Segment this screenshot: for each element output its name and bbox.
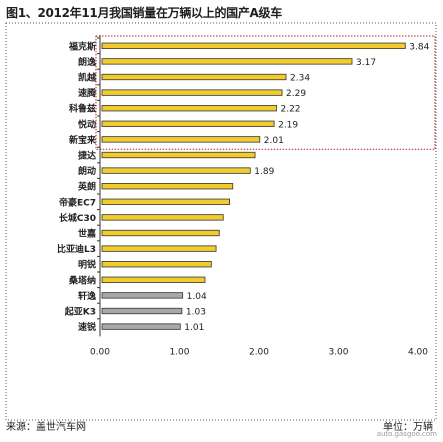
category-label: 世嘉 — [78, 228, 96, 240]
value-label: 1.03 — [186, 308, 206, 318]
value-label: 2.22 — [280, 105, 300, 115]
bar — [101, 261, 212, 268]
category-label: 科鲁兹 — [69, 103, 96, 115]
unit-note: 单位：万辆 — [383, 422, 433, 433]
value-label: 2.01 — [264, 136, 284, 146]
bar — [101, 136, 261, 143]
chart-border — [5, 22, 437, 421]
category-label: 轩逸 — [78, 290, 96, 302]
value-label: 1.04 — [187, 292, 207, 302]
category-label: 悦动 — [78, 118, 96, 130]
value-label: 3.84 — [409, 42, 429, 52]
bar — [101, 151, 256, 159]
bar — [101, 323, 181, 330]
bar — [101, 214, 224, 221]
bar — [101, 42, 406, 49]
bar — [101, 167, 251, 174]
category-label: 长城C30 — [59, 212, 96, 224]
category-label: 明锐 — [78, 259, 96, 271]
category-label: 捷达 — [78, 150, 96, 162]
watermark: auto.gasgoo.com — [376, 430, 437, 438]
value-label: 3.17 — [356, 58, 376, 68]
bar — [101, 183, 234, 190]
category-label: 凯越 — [78, 72, 97, 84]
bar — [101, 276, 206, 283]
category-label: 速锐 — [78, 321, 96, 333]
bar — [101, 292, 184, 299]
category-label: 朗动 — [78, 165, 96, 177]
value-label: 2.34 — [290, 74, 310, 84]
x-tick-label: 2.00 — [249, 347, 269, 357]
source-note: 来源：盖世汽车网 — [6, 422, 86, 433]
bar — [101, 73, 287, 81]
highlight-box — [95, 35, 436, 150]
category-label: 朗逸 — [78, 56, 96, 68]
x-tick-label: 1.00 — [169, 347, 189, 357]
bar — [101, 245, 217, 252]
category-label: 速腾 — [78, 87, 97, 99]
chart-title: 图1、2012年11月我国销量在万辆以上的国产A级车 — [6, 6, 282, 20]
value-label: 2.29 — [286, 89, 306, 99]
category-label: 福克斯 — [68, 40, 96, 52]
bar — [101, 229, 220, 237]
x-tick-label: 3.00 — [328, 347, 348, 357]
category-label: 英朗 — [77, 181, 96, 193]
x-tick-label: 4.00 — [408, 347, 428, 357]
value-label: 2.19 — [278, 120, 298, 130]
bar — [101, 89, 283, 96]
bar — [101, 58, 353, 65]
category-label: 比亚迪L3 — [57, 243, 96, 255]
bar — [101, 307, 183, 315]
bar — [101, 120, 275, 127]
category-label: 起亚K3 — [64, 306, 96, 318]
category-label: 新宝来 — [69, 134, 97, 146]
category-label: 帝豪EC7 — [59, 196, 96, 208]
value-label: 1.01 — [184, 323, 204, 333]
category-label: 桑塔纳 — [68, 274, 96, 286]
x-tick-label: 0.00 — [90, 347, 110, 357]
bar — [101, 198, 230, 205]
value-label: 1.89 — [254, 167, 274, 177]
bar — [101, 105, 277, 112]
